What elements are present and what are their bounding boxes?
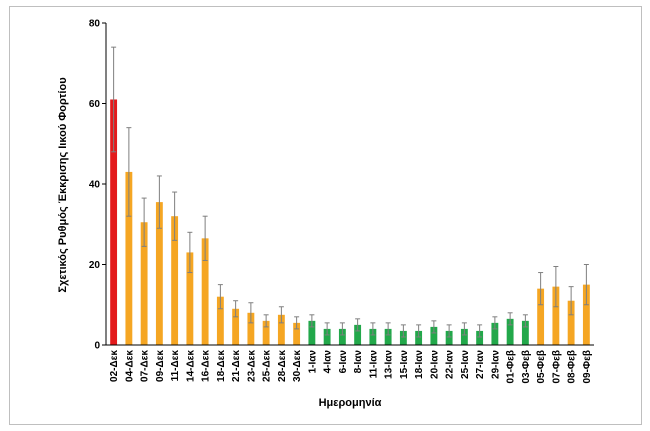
x-tick-label: 6-Ιαν xyxy=(338,350,349,374)
x-tick-label: 1-Ιαν xyxy=(307,350,318,374)
bar xyxy=(140,222,148,345)
error-bars xyxy=(111,46,589,338)
y-axis-title: Σχετικός Ρυθμός Έκκρισης Ιικού Φορτίου xyxy=(57,77,69,292)
x-tick-label: 8-Ιαν xyxy=(353,350,364,374)
y-axis: 0 20 40 60 80 xyxy=(89,19,107,352)
x-tick-label: 11-Δεκ xyxy=(170,350,181,382)
x-tick-label: 4-Ιαν xyxy=(323,350,334,374)
bar xyxy=(537,288,545,345)
bar xyxy=(293,322,301,345)
x-tick-label: 08-Φεβ xyxy=(567,350,578,384)
x-tick-label: 11-Ιαν xyxy=(368,350,379,379)
bar xyxy=(445,330,453,345)
bar xyxy=(201,238,209,345)
bar xyxy=(521,320,529,345)
bar xyxy=(247,312,255,345)
x-tick-label: 29-Ιαν xyxy=(490,350,501,379)
x-tick-label: 30-Δεκ xyxy=(292,350,303,382)
y-tick-label: 20 xyxy=(89,260,101,271)
bar xyxy=(323,328,331,345)
bar xyxy=(216,296,224,345)
x-tick-label: 13-Ιαν xyxy=(384,350,395,379)
bar xyxy=(262,320,270,345)
bar xyxy=(308,320,316,345)
x-tick-label: 23-Δεκ xyxy=(246,350,257,382)
bar xyxy=(155,202,163,345)
x-tick-label: 07-Φεβ xyxy=(551,350,562,384)
x-tick-label: 03-Φεβ xyxy=(521,350,532,384)
bar xyxy=(171,216,179,345)
x-tick-label: 22-Ιαν xyxy=(445,350,456,379)
bar xyxy=(354,324,362,345)
x-tick-label: 16-Δεκ xyxy=(201,350,212,382)
bar xyxy=(567,300,575,345)
bar xyxy=(110,99,118,345)
x-axis-title: Ημερομηνία xyxy=(319,397,382,409)
x-tick-label: 18-Δεκ xyxy=(216,350,227,382)
x-tick-label: 01-Φεβ xyxy=(506,350,517,384)
y-tick-label: 40 xyxy=(89,180,101,191)
bar xyxy=(506,318,514,345)
bar xyxy=(125,171,133,345)
bar xyxy=(552,286,560,345)
bar xyxy=(430,326,438,345)
x-tick-label: 20-Ιαν xyxy=(429,350,440,379)
x-tick-label: 21-Δεκ xyxy=(231,350,242,382)
y-tick-label: 0 xyxy=(94,341,100,352)
bar xyxy=(491,322,499,345)
y-tick-label: 60 xyxy=(89,99,101,110)
bar xyxy=(415,330,423,345)
bar xyxy=(338,328,346,345)
bar xyxy=(232,308,240,345)
bar xyxy=(582,284,590,345)
x-tick-label: 25-Ιαν xyxy=(460,350,471,379)
bar xyxy=(384,328,392,345)
x-tick-label: 18-Ιαν xyxy=(414,350,425,379)
x-tick-label: 28-Δεκ xyxy=(277,350,288,382)
x-axis: 02-Δεκ 04-Δεκ 07-Δεκ 09-Δεκ 11-Δεκ 14-Δεκ 16-Δ… xyxy=(106,344,594,384)
bar xyxy=(460,328,468,345)
x-tick-label: 09-Φεβ xyxy=(582,350,593,384)
bar xyxy=(277,314,285,345)
x-tick-label: 15-Ιαν xyxy=(399,350,410,379)
x-tick-label: 25-Δεκ xyxy=(262,350,273,382)
x-tick-label: 05-Φεβ xyxy=(536,350,547,384)
bar xyxy=(186,252,194,345)
x-tick-label: 27-Ιαν xyxy=(475,350,486,379)
x-tick-label: 02-Δεκ xyxy=(109,350,120,382)
bar xyxy=(399,330,407,345)
x-tick-label: 09-Δεκ xyxy=(155,350,166,382)
bar xyxy=(476,330,484,345)
y-tick-label: 80 xyxy=(89,19,101,30)
bars xyxy=(110,99,590,345)
x-tick-label: 07-Δεκ xyxy=(140,350,151,382)
x-tick-label: 14-Δεκ xyxy=(185,350,196,382)
bar xyxy=(369,328,377,345)
x-tick-label: 04-Δεκ xyxy=(124,350,135,382)
